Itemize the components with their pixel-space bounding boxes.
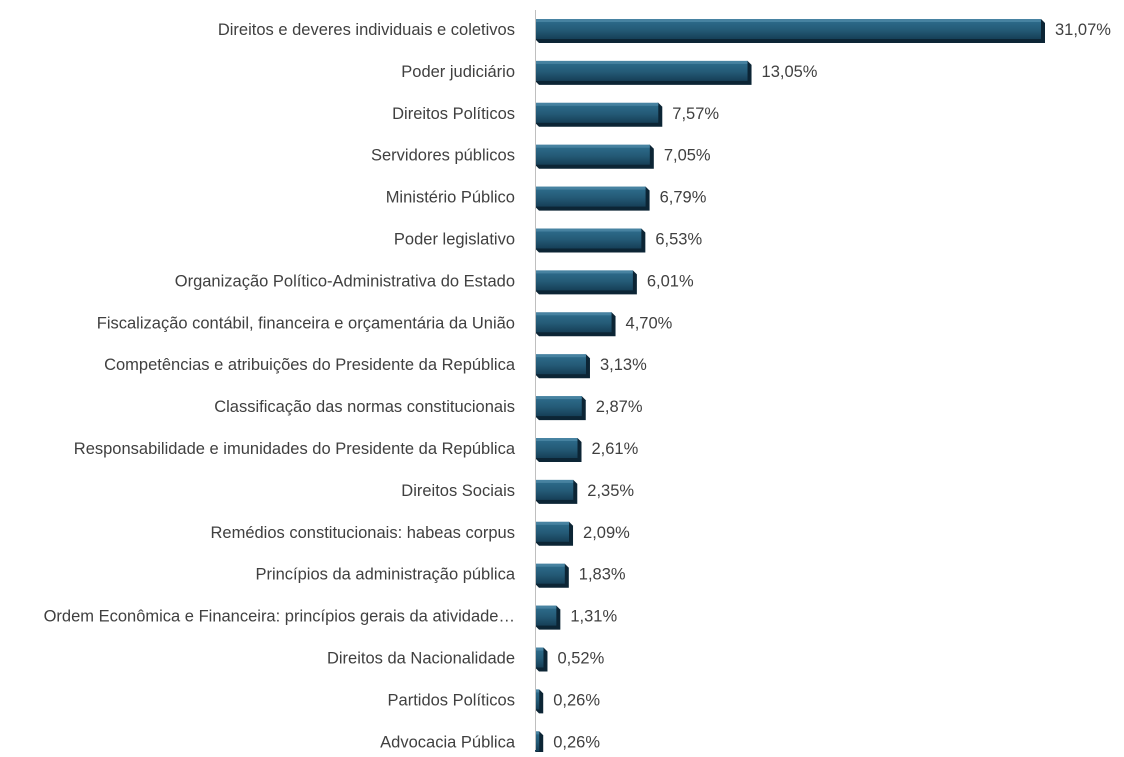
bar-highlight [535, 605, 557, 609]
bar [535, 731, 544, 756]
bar [535, 19, 1045, 43]
bar-face [535, 563, 565, 584]
data-label: 1,31% [570, 608, 617, 626]
bar [535, 689, 544, 714]
bar-highlight [535, 354, 586, 358]
bar-face [535, 438, 578, 458]
data-label: 2,35% [587, 482, 634, 500]
data-label: 6,01% [647, 272, 694, 290]
bar-face [535, 144, 650, 165]
bar-highlight [535, 186, 646, 190]
bar-face [535, 270, 633, 291]
bar-face [535, 19, 1041, 39]
bar-highlight [535, 102, 659, 106]
bar-face [535, 479, 574, 500]
bar-highlight [535, 479, 574, 483]
category-tick-label: Fiscalização contábil, financeira e orça… [97, 314, 515, 332]
data-label: 1,83% [579, 566, 626, 584]
category-tick-label: Competências e atribuições do Presidente… [104, 356, 516, 374]
bar [535, 102, 663, 127]
bar [535, 312, 616, 337]
bar-face [535, 396, 582, 417]
bar [535, 438, 582, 462]
bar-highlight [535, 270, 633, 274]
bars-layer [535, 19, 1045, 756]
category-tick-label: Ministério Público [386, 189, 515, 207]
bar-highlight [535, 19, 1041, 22]
data-label: 7,05% [664, 147, 711, 165]
category-tick-label: Direitos Políticos [392, 105, 515, 123]
category-tick-label: Advocacia Pública [380, 733, 516, 751]
bar [535, 186, 650, 211]
bar-highlight [535, 60, 748, 64]
bar [535, 396, 586, 421]
bar-face [535, 60, 748, 81]
category-tick-label: Direitos Sociais [401, 482, 515, 500]
bar-face [535, 689, 540, 710]
bar-face [535, 731, 540, 752]
bar-face [535, 186, 646, 207]
bar [535, 270, 637, 295]
data-label: 4,70% [626, 314, 673, 332]
bar-face [535, 228, 642, 249]
category-tick-label: Servidores públicos [371, 147, 515, 165]
data-label: 13,05% [762, 63, 818, 81]
bar-highlight [535, 438, 578, 441]
data-label: 31,07% [1055, 21, 1111, 39]
bar-highlight [535, 228, 642, 232]
category-tick-label: Ordem Econômica e Financeira: princípios… [44, 608, 515, 626]
data-label: 0,26% [553, 691, 600, 709]
bar-face [535, 521, 570, 542]
category-tick-label: Remédios constitucionais: habeas corpus [210, 524, 515, 542]
bar-highlight [535, 521, 570, 525]
bar [535, 228, 646, 253]
category-tick-label: Princípios da administração pública [255, 566, 515, 584]
category-tick-label: Poder legislativo [394, 231, 515, 249]
data-label: 2,61% [592, 440, 639, 458]
bar [535, 605, 561, 630]
data-label: 6,53% [655, 231, 702, 249]
bar [535, 144, 654, 169]
bar-highlight [535, 731, 540, 735]
bar-highlight [535, 647, 544, 651]
category-tick-label: Organização Político-Administrativa do E… [175, 272, 515, 290]
data-label: 3,13% [600, 356, 647, 374]
data-label: 2,87% [596, 398, 643, 416]
category-tick-label: Direitos da Nacionalidade [327, 650, 515, 668]
category-tick-label: Responsabilidade e imunidades do Preside… [74, 440, 516, 458]
labels-layer: Direitos e deveres individuais e coletiv… [44, 21, 1112, 751]
data-label: 0,52% [557, 650, 604, 668]
bar [535, 479, 578, 504]
bar [535, 563, 569, 588]
category-tick-label: Direitos e deveres individuais e coletiv… [218, 21, 515, 39]
bar [535, 647, 548, 672]
bar [535, 521, 574, 546]
bar-face [535, 354, 586, 375]
bar [535, 354, 590, 379]
category-tick-label: Poder judiciário [401, 63, 515, 81]
category-tick-label: Partidos Políticos [388, 691, 515, 709]
bar-face [535, 605, 557, 626]
data-label: 2,09% [583, 524, 630, 542]
data-label: 7,57% [672, 105, 719, 123]
bar-face [535, 312, 612, 333]
bar-highlight [535, 689, 540, 693]
bar-face [535, 102, 659, 123]
bar-highlight [535, 563, 565, 567]
bar-highlight [535, 396, 582, 400]
data-label: 6,79% [660, 189, 707, 207]
data-label: 0,26% [553, 733, 600, 751]
bar-face [535, 647, 544, 668]
bar [535, 60, 752, 85]
bar-highlight [535, 144, 650, 148]
bar-highlight [535, 312, 612, 316]
category-tick-label: Classificação das normas constitucionais [214, 398, 515, 416]
